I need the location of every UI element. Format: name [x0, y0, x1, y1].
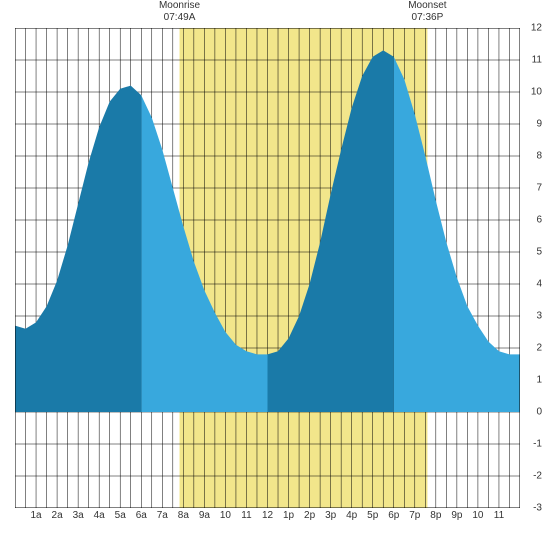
x-tick-label: 7p — [409, 510, 420, 521]
moonset-time: 07:36P — [412, 12, 444, 23]
y-tick-label: -2 — [533, 471, 542, 482]
x-tick-label: 9a — [199, 510, 210, 521]
moonrise-time: 07:49A — [164, 12, 196, 23]
tide-chart: Moonrise 07:49A Moonset 07:36P -3-2-1012… — [0, 0, 550, 550]
x-tick-label: 1p — [283, 510, 294, 521]
y-tick-label: 8 — [536, 151, 542, 162]
y-tick-label: 4 — [536, 279, 542, 290]
y-tick-label: 3 — [536, 311, 542, 322]
y-tick-label: 11 — [532, 55, 542, 66]
plot-area — [15, 28, 520, 508]
x-tick-label: 8a — [178, 510, 189, 521]
x-tick-label: 3a — [73, 510, 84, 521]
x-tick-label: 11 — [241, 510, 251, 521]
y-tick-label: 7 — [536, 183, 542, 194]
x-axis-labels: 1a 2a 3a 4a 5a 6a 7a 8a 9a 10 11 12 1p 2p 3p 4p 5p 6p 7p 8p… — [15, 510, 520, 528]
x-tick-label: 9p — [451, 510, 462, 521]
x-tick-label: 6a — [136, 510, 147, 521]
x-tick-label: 12 — [262, 510, 273, 521]
y-tick-label: -1 — [533, 439, 542, 450]
y-tick-label: 10 — [531, 87, 542, 98]
x-tick-label: 1a — [30, 510, 41, 521]
x-tick-label: 3p — [325, 510, 336, 521]
y-tick-label: 9 — [536, 119, 542, 130]
y-tick-label: 1 — [536, 375, 542, 386]
moonset-label: Moonset 07:36P — [408, 0, 446, 24]
y-tick-label: 5 — [536, 247, 542, 258]
x-tick-label: 10 — [220, 510, 231, 521]
y-axis-labels: -3-2-10123456789101112 — [522, 28, 542, 508]
moon-annotations: Moonrise 07:49A Moonset 07:36P — [0, 0, 550, 28]
y-tick-label: 6 — [536, 215, 542, 226]
x-tick-label: 2a — [52, 510, 63, 521]
x-tick-label: 4p — [346, 510, 357, 521]
x-tick-label: 5p — [367, 510, 378, 521]
x-tick-label: 2p — [304, 510, 315, 521]
x-tick-label: 4a — [94, 510, 105, 521]
x-tick-label: 7a — [157, 510, 168, 521]
x-tick-label: 6p — [388, 510, 399, 521]
y-tick-label: 2 — [536, 343, 542, 354]
y-tick-label: -3 — [533, 503, 542, 514]
x-tick-label: 5a — [115, 510, 126, 521]
y-tick-label: 0 — [536, 407, 542, 418]
chart-svg — [15, 28, 520, 508]
moonrise-label: Moonrise 07:49A — [159, 0, 200, 24]
x-tick-label: 11 — [494, 510, 504, 521]
y-tick-label: 12 — [531, 23, 542, 34]
moonset-text: Moonset — [408, 0, 446, 11]
x-tick-label: 8p — [430, 510, 441, 521]
x-tick-label: 10 — [472, 510, 483, 521]
moonrise-text: Moonrise — [159, 0, 200, 11]
